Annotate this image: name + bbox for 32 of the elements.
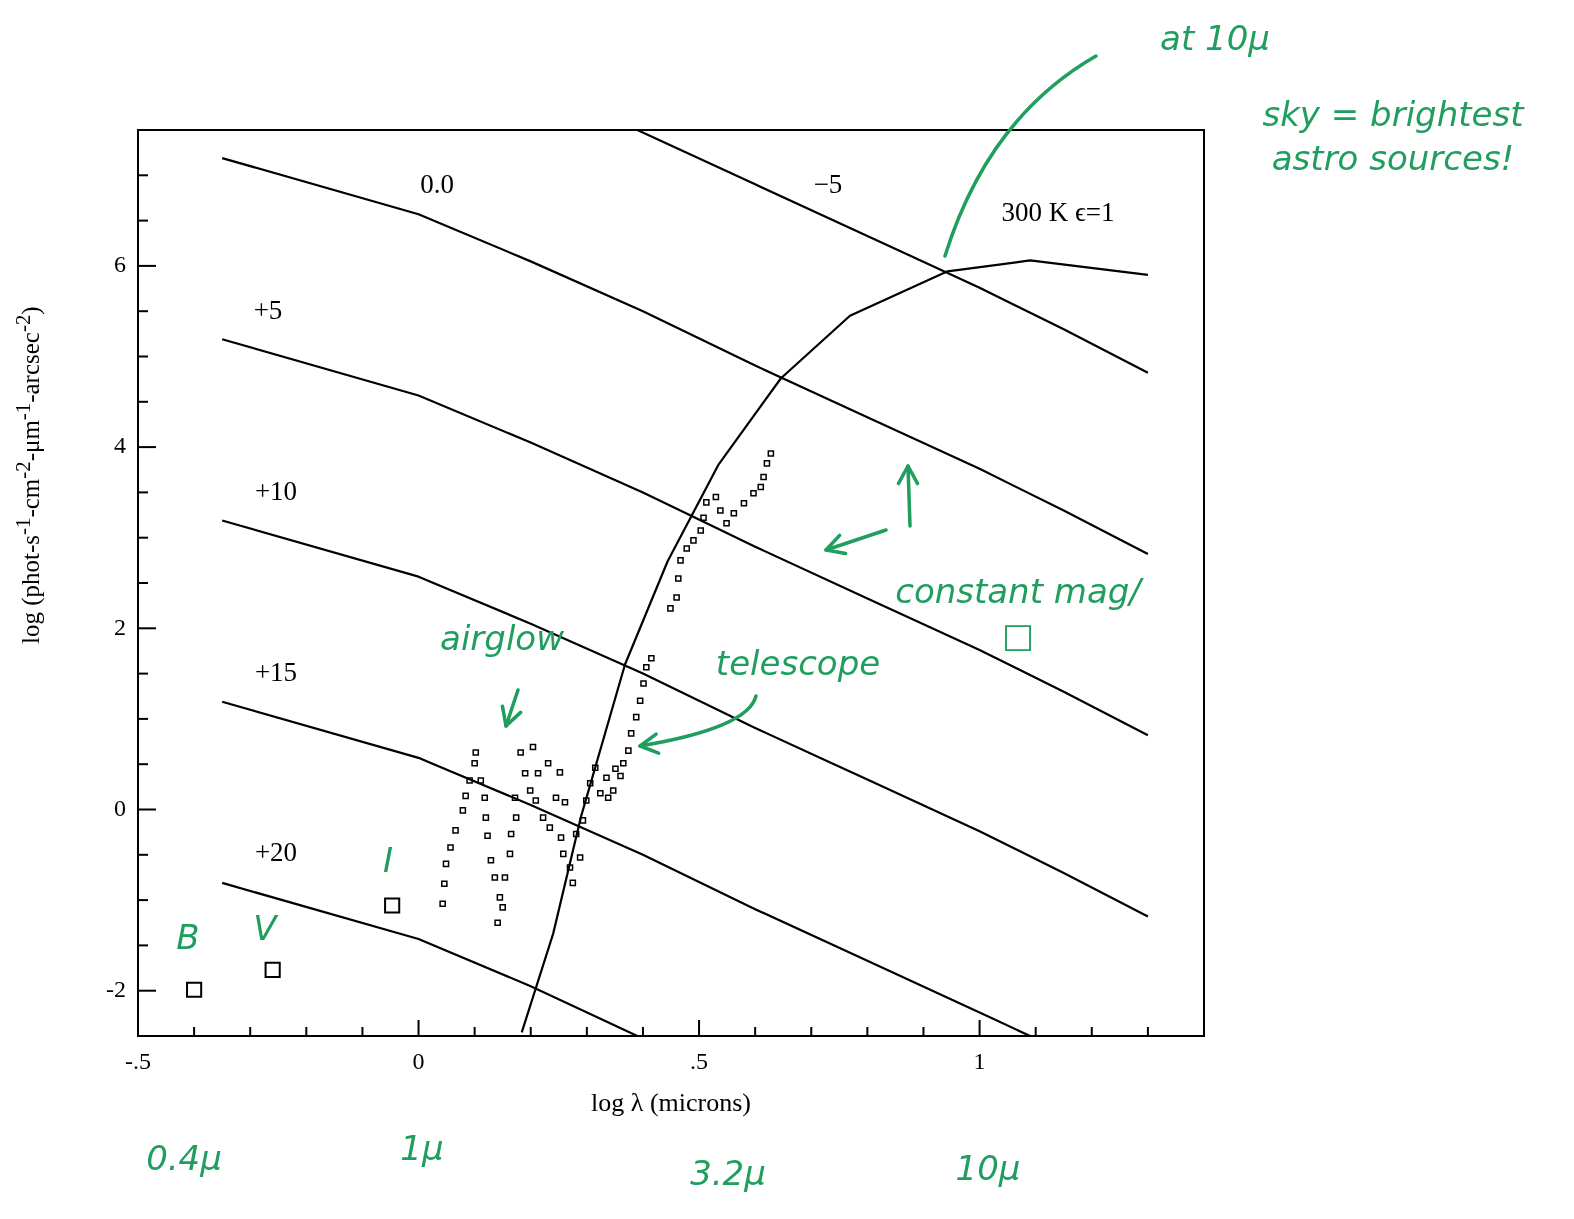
y-tick-label: 6 (114, 251, 126, 278)
annotation: +15 (253, 656, 299, 690)
text: 10μ (954, 1146, 1022, 1190)
annotation: +10 (253, 475, 299, 509)
annotation: −5 (812, 168, 844, 202)
annotation: 0.0 (419, 168, 455, 202)
text: at 10μ (1159, 16, 1271, 60)
annotation: +5 (252, 294, 284, 328)
text: 1μ (399, 1126, 445, 1170)
x-tick-label: -.5 (125, 1047, 151, 1074)
y-tick-label: -2 (106, 976, 126, 1002)
point (384, 897, 401, 914)
annotation: +20 (253, 836, 299, 870)
point (186, 981, 203, 998)
x-axis-title: log λ (microns) (591, 1088, 751, 1118)
point (264, 961, 281, 978)
y-tick-label: 2 (114, 613, 126, 640)
y-tick-label: 0 (114, 794, 126, 821)
annotation: telescope (714, 641, 882, 685)
text: sky = brightest astro sources! (1261, 92, 1526, 180)
annotation: constant mag/□ (894, 569, 1143, 657)
x-tick-label: 1 (973, 1047, 986, 1074)
annotation: airglow (439, 616, 565, 660)
text: 3.2μ (689, 1151, 767, 1195)
text: 0.4μ (145, 1136, 223, 1180)
x-tick-label: .5 (690, 1047, 709, 1074)
x-tick-label: 0 (412, 1047, 425, 1074)
annotation: V (252, 906, 280, 950)
annotation: 300 K ϵ=1 (1000, 196, 1116, 230)
y-tick-label: 4 (114, 432, 126, 459)
annotation: I (382, 838, 394, 882)
annotation: B (175, 915, 201, 959)
